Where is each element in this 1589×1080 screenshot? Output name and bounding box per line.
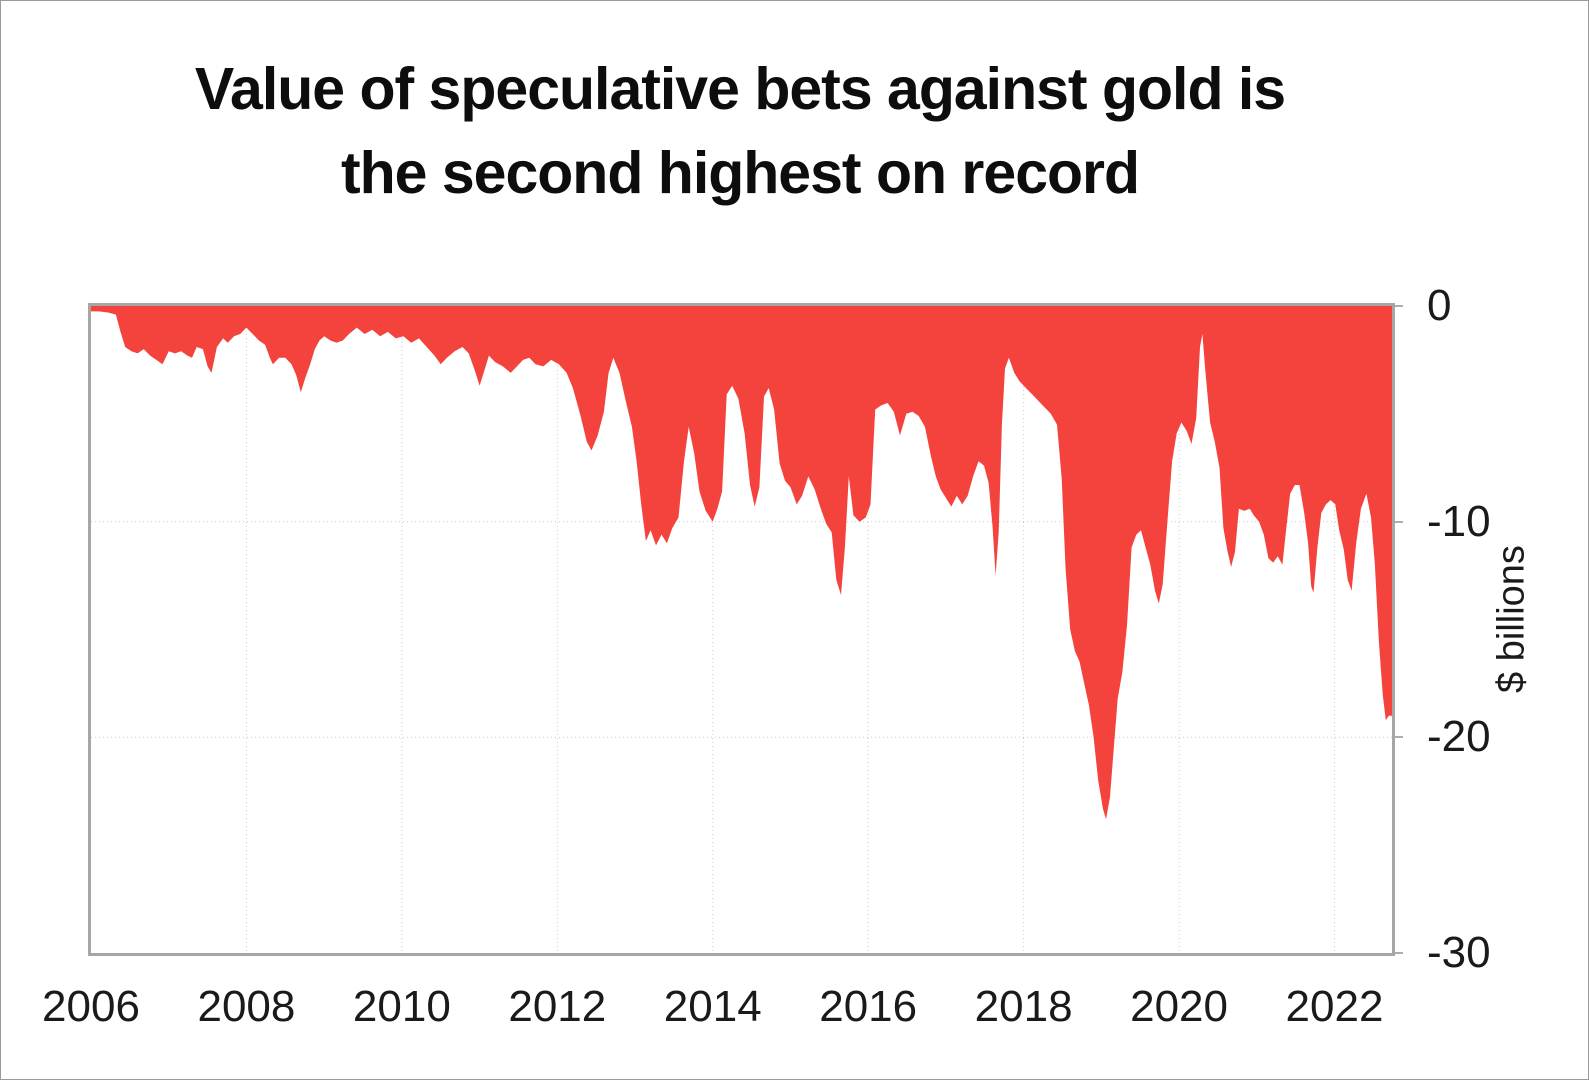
y-axis-tick-mark-0 — [1395, 305, 1403, 307]
y-axis-tick-label-0: 0 — [1427, 281, 1452, 330]
x-axis-tick-label-2006: 2006 — [42, 982, 140, 1031]
area-chart-canvas — [91, 306, 1392, 953]
chart-title-line-2: the second highest on record — [340, 139, 1140, 206]
y-axis-tick-mark--10 — [1395, 520, 1403, 523]
x-axis-tick-label-2008: 2008 — [197, 982, 296, 1031]
chart-title-line-1: Value of speculative bets against gold i… — [194, 56, 1286, 122]
y-axis-title: $ billions — [1490, 545, 1533, 693]
area-series-gold-shorts — [91, 306, 1392, 820]
x-axis-tick-label-2010: 2010 — [352, 982, 451, 1031]
x-axis-tick-label-2012: 2012 — [508, 982, 607, 1031]
y-axis-tick-label--20: -20 — [1427, 712, 1491, 762]
y-axis-tick-mark--20 — [1395, 736, 1403, 739]
y-axis-tick-label--30: -30 — [1427, 928, 1491, 977]
x-axis-tick-label-2014: 2014 — [663, 982, 762, 1031]
x-axis-tick-label-2016: 2016 — [819, 982, 918, 1031]
chart-title: Value of speculative bets against gold i… — [0, 48, 1480, 216]
plot-area — [88, 303, 1395, 956]
y-axis-tick-label--10: -10 — [1427, 496, 1491, 546]
x-axis-tick-label-2022: 2022 — [1285, 982, 1384, 1031]
y-axis-tick-mark--30 — [1395, 952, 1403, 954]
x-axis-tick-label-2018: 2018 — [974, 982, 1073, 1031]
x-axis-tick-label-2020: 2020 — [1130, 982, 1228, 1031]
